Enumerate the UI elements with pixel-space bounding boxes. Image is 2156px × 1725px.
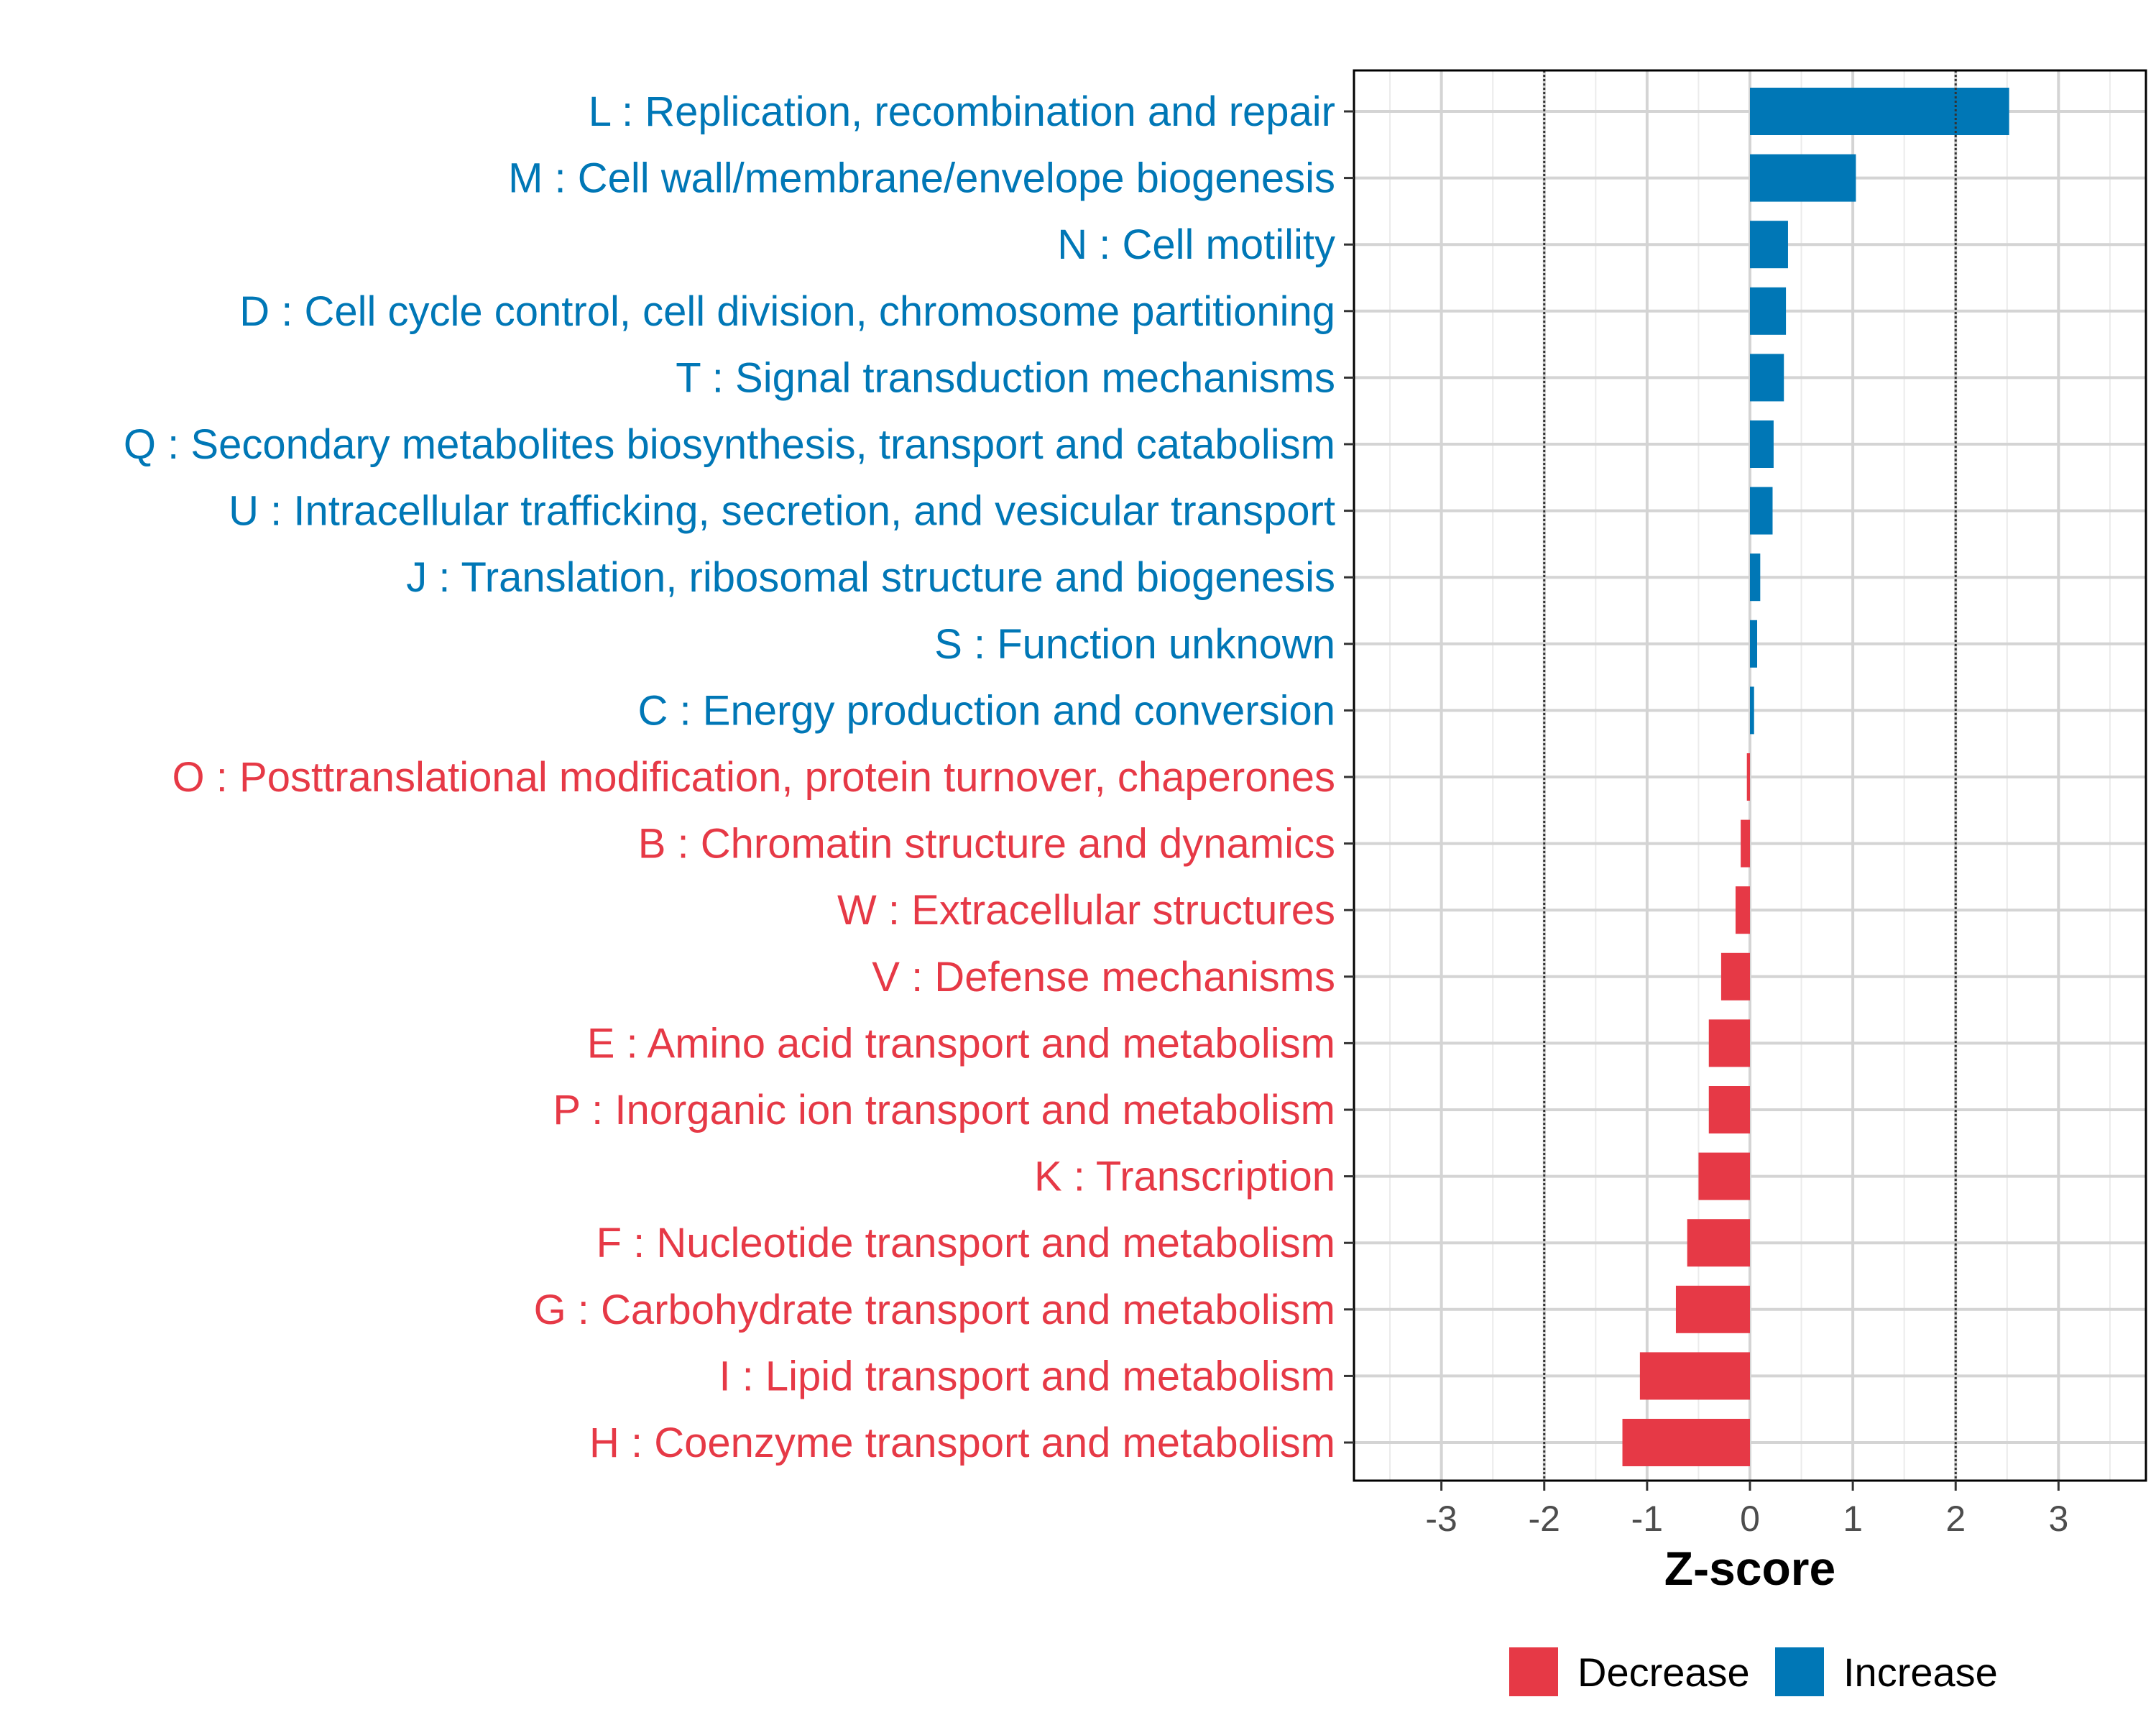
bar-s <box>1750 620 1758 668</box>
bar-q <box>1750 420 1774 468</box>
x-tick-labels: -3 -2 -1 0 1 2 3 <box>1425 1499 2068 1539</box>
x-axis-title: Z-score <box>1664 1542 1835 1595</box>
category-label: B : Chromatin structure and dynamics <box>638 821 1335 868</box>
category-label: P : Inorganic ion transport and metaboli… <box>553 1087 1335 1133</box>
legend-swatch-decrease <box>1509 1647 1558 1696</box>
bar-o <box>1746 753 1750 801</box>
bar-f <box>1687 1219 1750 1267</box>
category-label: F : Nucleotide transport and metabolism <box>596 1220 1335 1266</box>
category-label: D : Cell cycle control, cell division, c… <box>239 288 1335 335</box>
category-label: J : Translation, ribosomal structure and… <box>406 554 1335 601</box>
x-tick-label: -3 <box>1425 1499 1457 1539</box>
bar-m <box>1750 154 1856 202</box>
category-label: Q : Secondary metabolites biosynthesis, … <box>124 421 1335 468</box>
legend-label-increase: Increase <box>1843 1650 1998 1695</box>
x-tick-label: -2 <box>1529 1499 1560 1539</box>
x-tick-label: 2 <box>1945 1499 1966 1539</box>
x-tick-label: 1 <box>1843 1499 1863 1539</box>
bar-e <box>1708 1019 1750 1067</box>
x-tick-label: -1 <box>1631 1499 1663 1539</box>
bar-p <box>1708 1086 1750 1133</box>
x-tick-label: 0 <box>1740 1499 1760 1539</box>
bar-k <box>1698 1152 1750 1200</box>
category-label: C : Energy production and conversion <box>638 687 1335 734</box>
category-label: U : Intracellular trafficking, secretion… <box>229 488 1335 535</box>
category-label: T : Signal transduction mechanisms <box>676 354 1335 401</box>
bar-d <box>1750 287 1787 335</box>
bar-h <box>1622 1419 1750 1466</box>
category-label: N : Cell motility <box>1057 221 1335 268</box>
category-label: G : Carbohydrate transport and metabolis… <box>534 1287 1335 1333</box>
category-label: I : Lipid transport and metabolism <box>719 1353 1335 1399</box>
category-label: W : Extracellular structures <box>837 887 1335 934</box>
bar-i <box>1639 1352 1750 1400</box>
x-tick-label: 3 <box>2048 1499 2068 1539</box>
category-label: H : Coenzyme transport and metabolism <box>589 1420 1335 1466</box>
category-label: L : Replication, recombination and repai… <box>589 88 1335 135</box>
y-axis-ticks <box>1344 110 1354 1444</box>
x-axis-ticks <box>1440 1481 2060 1491</box>
bar-c <box>1750 686 1754 735</box>
bar-v <box>1720 952 1750 1000</box>
bar-l <box>1750 88 2009 135</box>
category-label: K : Transcription <box>1034 1154 1335 1200</box>
legend: Decrease Increase <box>1509 1647 1998 1696</box>
bar-b <box>1741 819 1750 868</box>
bar-j <box>1750 553 1761 602</box>
legend-swatch-increase <box>1775 1647 1824 1696</box>
reference-lines <box>1543 70 1957 1481</box>
category-label: E : Amino acid transport and metabolism <box>587 1020 1335 1067</box>
category-label: S : Function unknown <box>934 621 1335 668</box>
bar-g <box>1675 1285 1750 1333</box>
bar-n <box>1750 221 1788 269</box>
bars <box>1622 88 2009 1466</box>
category-label: V : Defense mechanisms <box>872 954 1335 1000</box>
bar-w <box>1735 886 1750 934</box>
category-label: O : Posttranslational modification, prot… <box>172 754 1335 801</box>
legend-label-decrease: Decrease <box>1577 1650 1750 1695</box>
bar-t <box>1750 354 1784 402</box>
bar-u <box>1750 487 1773 535</box>
category-label: M : Cell wall/membrane/envelope biogenes… <box>508 155 1335 202</box>
category-labels: L : Replication, recombination and repai… <box>124 88 1335 1466</box>
